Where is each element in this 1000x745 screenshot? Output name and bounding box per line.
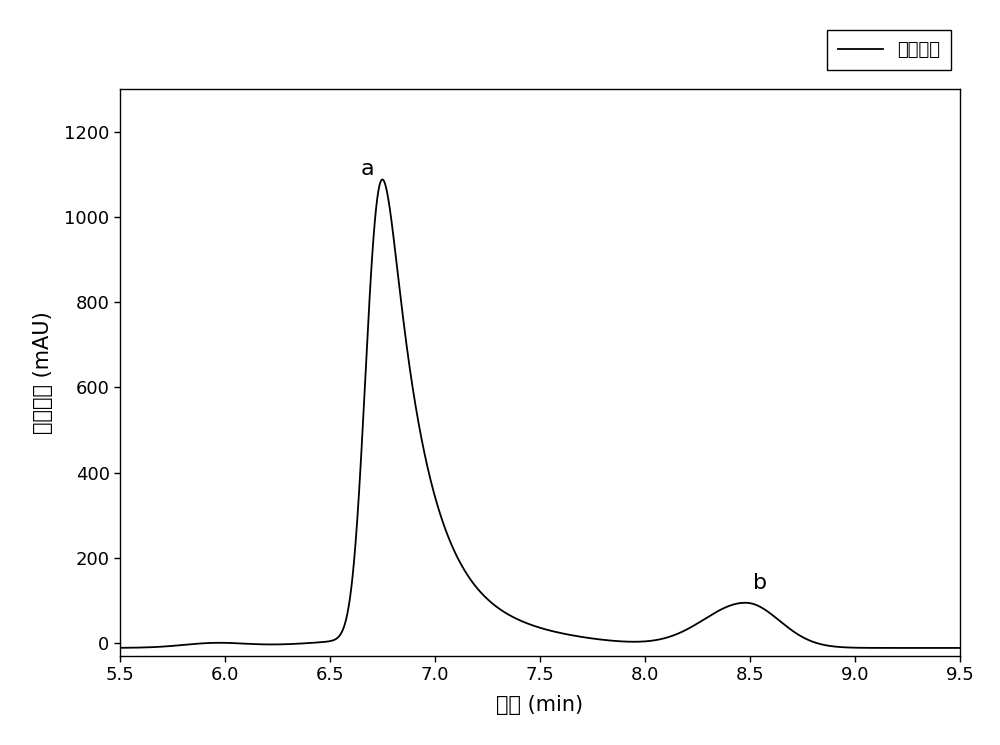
Legend: 信号強度: 信号強度 — [827, 31, 951, 70]
X-axis label: 时间 (min): 时间 (min) — [496, 695, 584, 715]
Y-axis label: 信号強度 (mAU): 信号強度 (mAU) — [33, 311, 53, 434]
Text: a: a — [361, 159, 375, 179]
Text: b: b — [753, 573, 768, 592]
